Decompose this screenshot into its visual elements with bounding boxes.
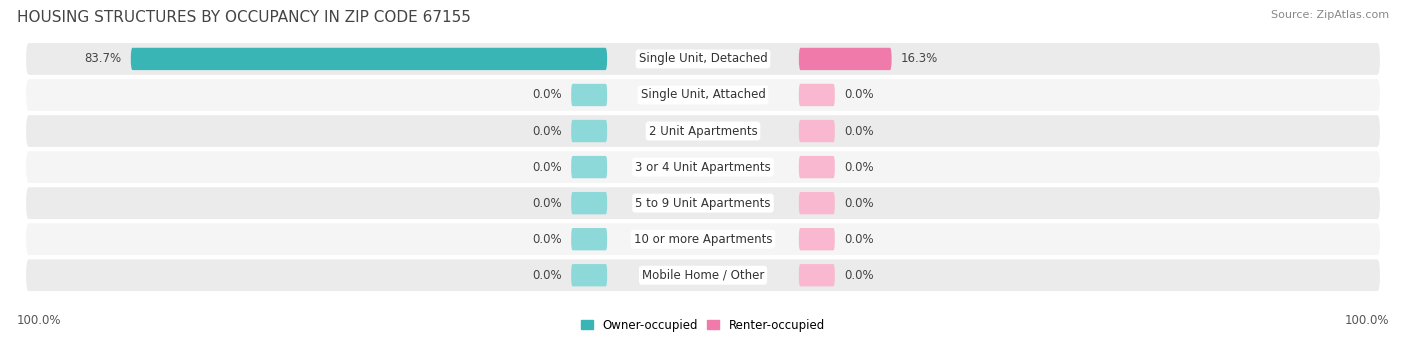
Text: 0.0%: 0.0%: [533, 233, 562, 246]
Text: Single Unit, Detached: Single Unit, Detached: [638, 53, 768, 65]
Text: 100.0%: 100.0%: [1344, 314, 1389, 327]
FancyBboxPatch shape: [27, 151, 1379, 183]
FancyBboxPatch shape: [571, 228, 607, 250]
FancyBboxPatch shape: [27, 260, 1379, 291]
Text: 0.0%: 0.0%: [533, 161, 562, 174]
Text: 0.0%: 0.0%: [844, 269, 873, 282]
Text: 0.0%: 0.0%: [844, 89, 873, 102]
Text: 0.0%: 0.0%: [533, 269, 562, 282]
FancyBboxPatch shape: [27, 79, 1379, 111]
FancyBboxPatch shape: [799, 156, 835, 178]
Text: 100.0%: 100.0%: [17, 314, 62, 327]
Legend: Owner-occupied, Renter-occupied: Owner-occupied, Renter-occupied: [581, 319, 825, 332]
FancyBboxPatch shape: [571, 192, 607, 214]
FancyBboxPatch shape: [799, 84, 835, 106]
FancyBboxPatch shape: [27, 43, 1379, 75]
Text: HOUSING STRUCTURES BY OCCUPANCY IN ZIP CODE 67155: HOUSING STRUCTURES BY OCCUPANCY IN ZIP C…: [17, 10, 471, 25]
Text: 2 Unit Apartments: 2 Unit Apartments: [648, 124, 758, 137]
Text: 0.0%: 0.0%: [844, 197, 873, 210]
Text: 16.3%: 16.3%: [901, 53, 938, 65]
FancyBboxPatch shape: [27, 223, 1379, 255]
Text: Single Unit, Attached: Single Unit, Attached: [641, 89, 765, 102]
FancyBboxPatch shape: [27, 187, 1379, 219]
FancyBboxPatch shape: [571, 156, 607, 178]
Text: 10 or more Apartments: 10 or more Apartments: [634, 233, 772, 246]
FancyBboxPatch shape: [799, 264, 835, 286]
Text: 83.7%: 83.7%: [84, 53, 122, 65]
FancyBboxPatch shape: [571, 84, 607, 106]
FancyBboxPatch shape: [131, 48, 607, 70]
Text: Source: ZipAtlas.com: Source: ZipAtlas.com: [1271, 10, 1389, 20]
FancyBboxPatch shape: [799, 192, 835, 214]
Text: 0.0%: 0.0%: [844, 124, 873, 137]
Text: 0.0%: 0.0%: [533, 89, 562, 102]
Text: 5 to 9 Unit Apartments: 5 to 9 Unit Apartments: [636, 197, 770, 210]
Text: Mobile Home / Other: Mobile Home / Other: [641, 269, 765, 282]
FancyBboxPatch shape: [799, 48, 891, 70]
FancyBboxPatch shape: [571, 264, 607, 286]
FancyBboxPatch shape: [799, 228, 835, 250]
Text: 0.0%: 0.0%: [533, 197, 562, 210]
FancyBboxPatch shape: [571, 120, 607, 142]
Text: 0.0%: 0.0%: [844, 161, 873, 174]
Text: 0.0%: 0.0%: [533, 124, 562, 137]
Text: 3 or 4 Unit Apartments: 3 or 4 Unit Apartments: [636, 161, 770, 174]
Text: 0.0%: 0.0%: [844, 233, 873, 246]
FancyBboxPatch shape: [27, 115, 1379, 147]
FancyBboxPatch shape: [799, 120, 835, 142]
